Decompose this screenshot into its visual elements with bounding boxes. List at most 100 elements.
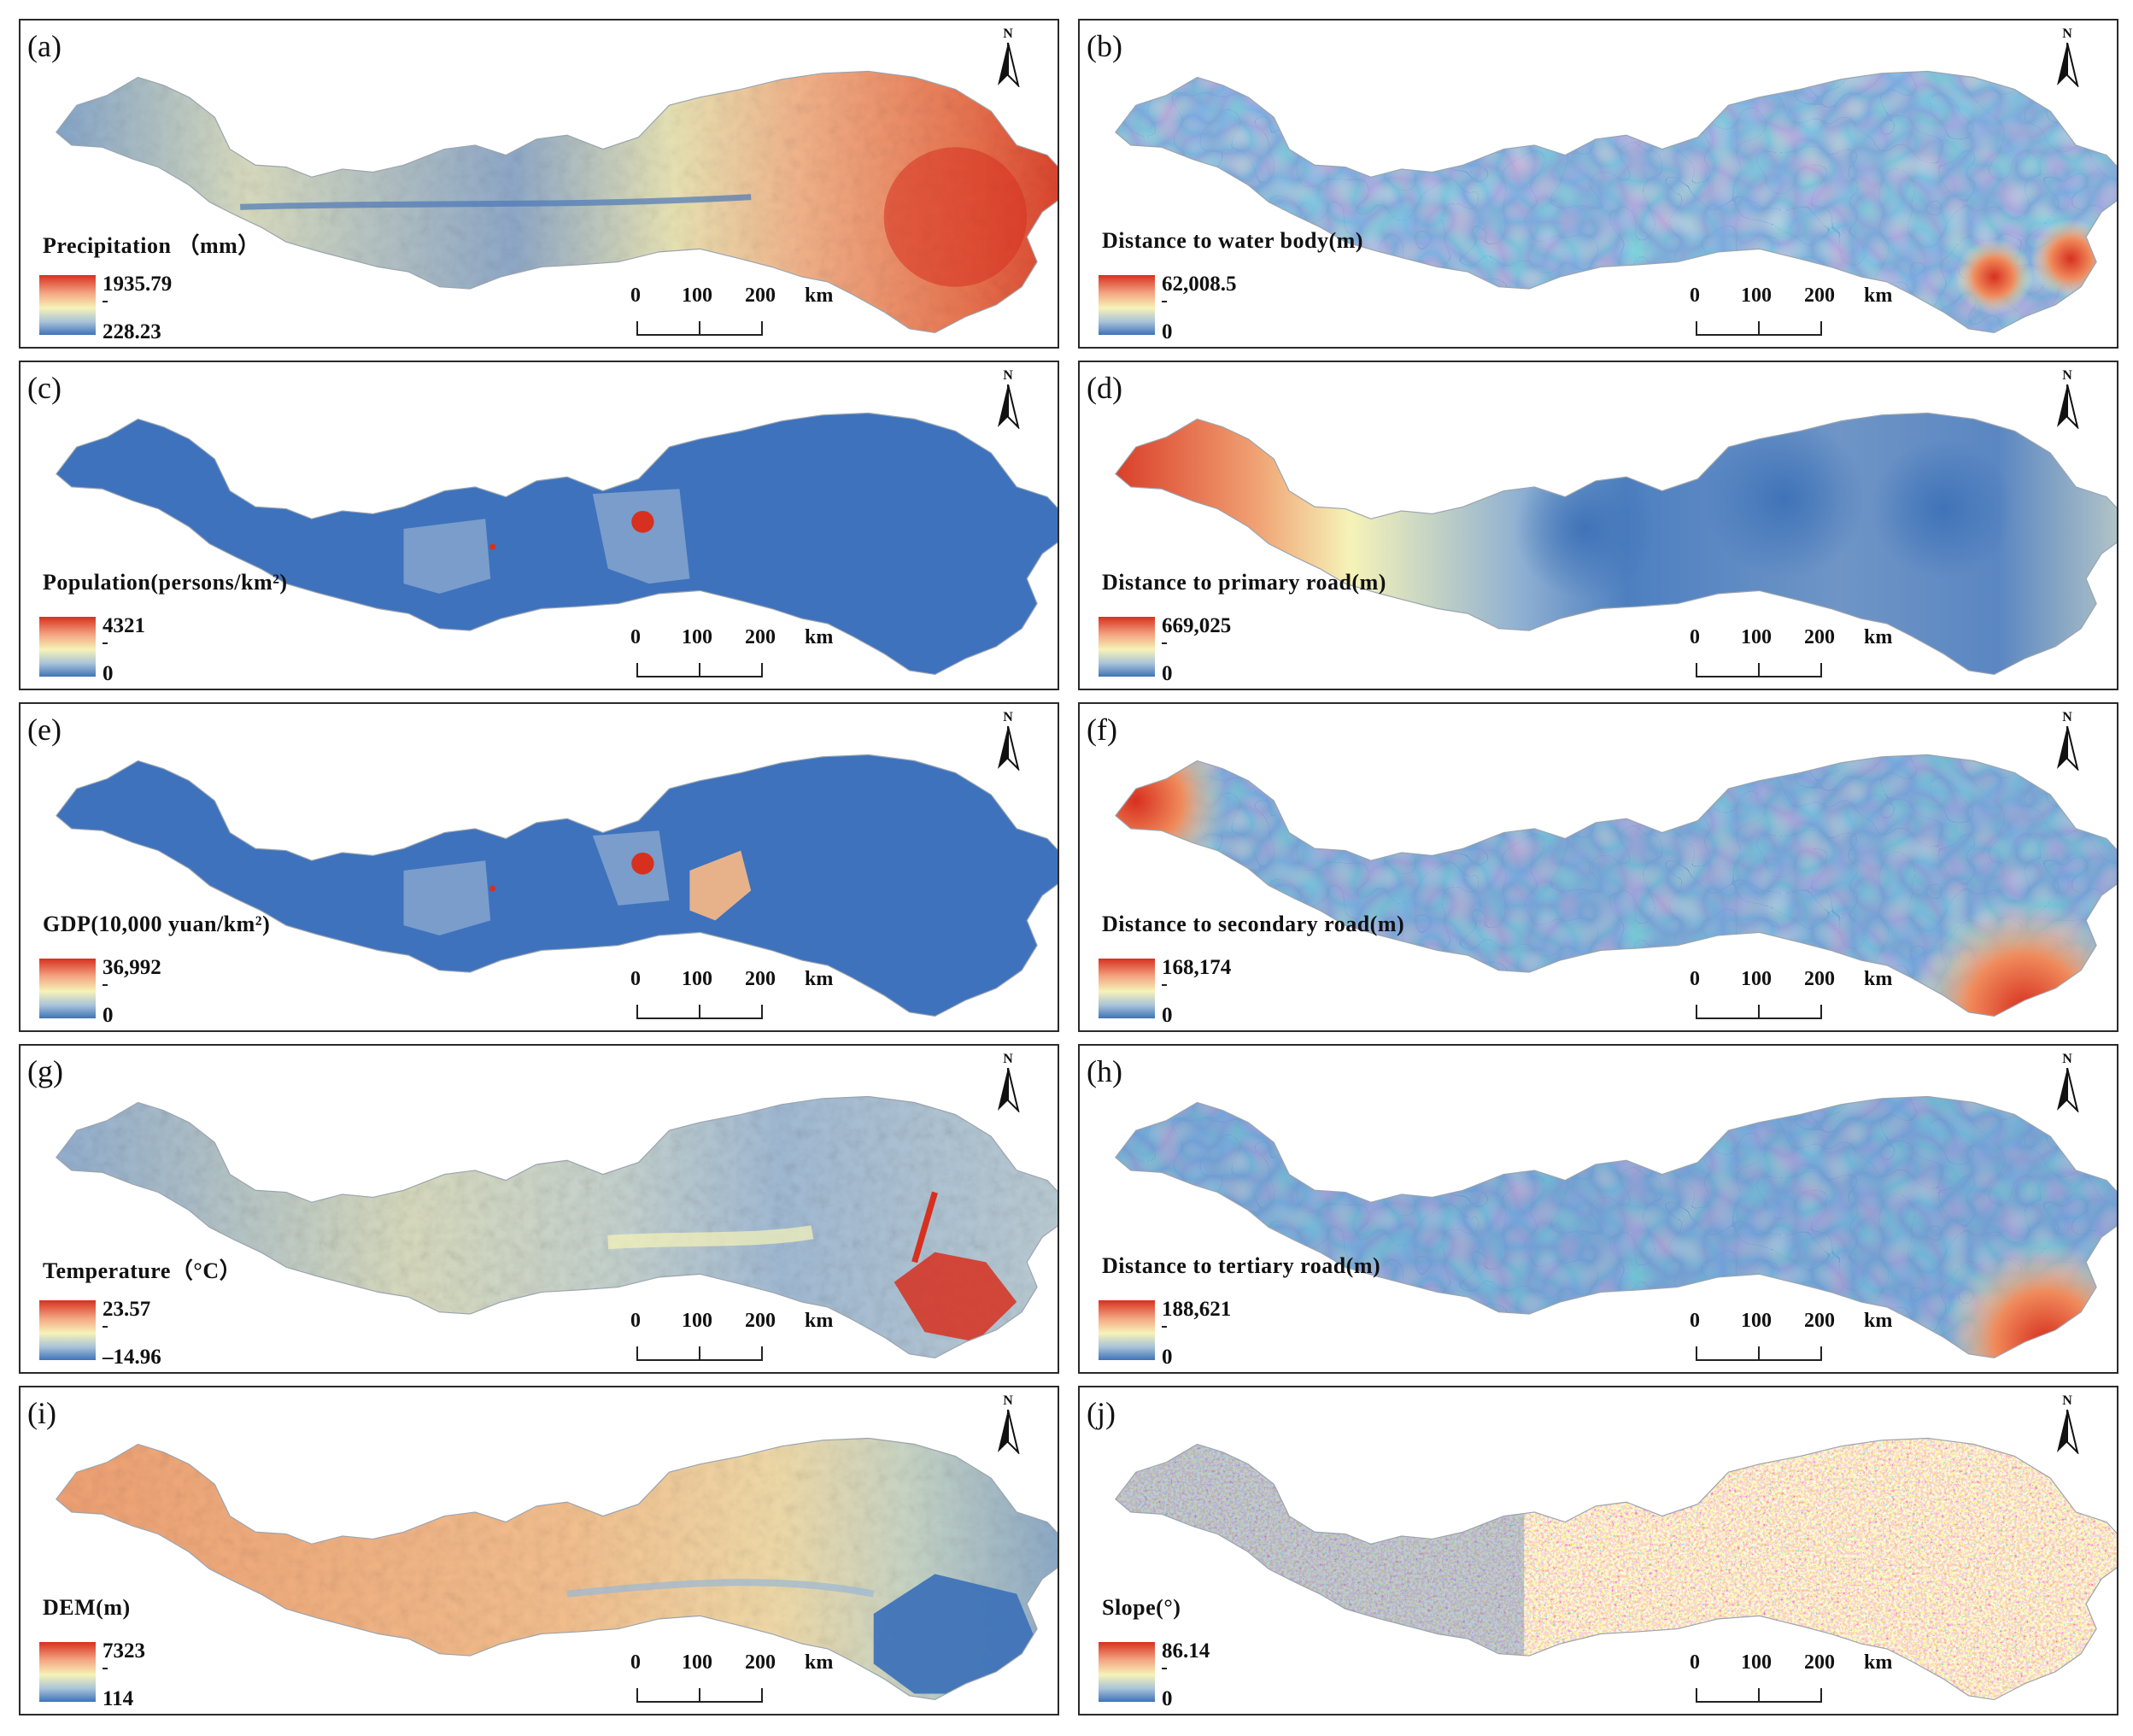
scale-bar-line [1695,998,1831,1022]
legend-mid-tick [1162,1326,1167,1328]
legend-mid-tick [103,1326,108,1328]
north-arrow-icon [2055,384,2079,429]
legend-color-ramp [1099,275,1155,335]
panel-title: Temperature（°C） [43,1253,242,1285]
scale-tick-0: 0 [630,969,641,989]
region-map [21,704,1058,1030]
north-arrow-icon [2055,726,2079,771]
scale-bar: 0 100 200 km [636,627,841,690]
scale-tick-200: 200 [1804,969,1835,989]
scale-bar-line [1695,1681,1831,1705]
scale-tick-0: 0 [1690,285,1700,306]
legend-min-value: 0 [103,1005,114,1026]
panel-title: Distance to primary road(m) [1102,570,1386,595]
panel-title: Distance to tertiary road(m) [1102,1253,1380,1279]
north-label: N [2050,369,2084,383]
legend-mid-tick [103,301,108,302]
region-map [21,362,1058,689]
scale-bar: 0 100 200 km [636,1652,841,1715]
panel-label: (g) [27,1056,63,1087]
north-arrow: N [991,1053,1025,1114]
scale-tick-200: 200 [745,285,776,306]
scale-unit: km [1864,969,1892,989]
legend-color-ramp [39,959,96,1018]
panel-title: Precipitation （mm） [43,228,261,260]
map-panel-d: (d) Distance to primary road(m) 669,025 … [1078,361,2118,690]
north-label: N [2050,1053,2084,1066]
map-panel-j: (j) Slope(°) 86.14 0 N 0 100 200 km [1078,1386,2118,1715]
scale-tick-0: 0 [1690,969,1700,989]
scale-unit: km [1864,1311,1892,1331]
legend-color-ramp [1099,617,1155,677]
scale-tick-100: 100 [1741,1652,1772,1673]
region-map [21,1046,1058,1372]
scale-unit: km [805,627,833,648]
north-arrow-icon [2055,43,2079,87]
panel-label: (c) [27,372,62,403]
north-label: N [991,711,1025,724]
legend-max-value: 62,008.5 [1162,273,1237,295]
map-panel-b: (b) Distance to water body(m) 62,008.5 0… [1078,19,2118,349]
legend-mid-tick [103,642,108,644]
scale-unit: km [805,285,833,306]
scale-tick-200: 200 [1804,285,1835,306]
panel-label: (j) [1087,1398,1116,1428]
scale-bar-line [1695,656,1831,680]
legend-mid-tick [103,1668,108,1669]
scale-bar-line [1695,1340,1831,1364]
scale-tick-100: 100 [682,1652,712,1673]
panel-title: Distance to secondary road(m) [1102,912,1404,937]
scale-bar-line [636,656,772,680]
legend-max-value: 1935.79 [103,273,172,295]
region-map [1080,21,2117,347]
panel-label: (a) [27,31,62,62]
region-map [1080,362,2117,689]
panel-label: (i) [27,1398,56,1428]
north-arrow-icon [996,384,1020,429]
north-arrow-icon [996,726,1020,771]
north-label: N [2050,711,2084,724]
north-arrow: N [2050,711,2084,772]
scale-bar: 0 100 200 km [636,969,841,1032]
panel-label: (d) [1087,372,1122,403]
panel-title: Distance to water body(m) [1102,228,1363,254]
region-map [1080,1046,2117,1372]
north-arrow-icon [996,43,1020,87]
scale-tick-200: 200 [1804,627,1835,648]
scale-unit: km [805,1311,833,1331]
scale-tick-0: 0 [630,1652,641,1673]
map-panel-c: (c) Population(persons/km²) 4321 0 N 0 1… [19,361,1059,690]
region-map [21,1387,1058,1714]
legend-mid-tick [1162,301,1167,302]
legend-mid-tick [1162,984,1167,986]
legend-color-ramp [1099,959,1155,1018]
north-label: N [991,1053,1025,1066]
legend-color-ramp [39,1300,96,1360]
map-panel-a: (a) Precipitation （mm） 1935.79 228.23 N … [19,19,1059,349]
map-panel-e: (e) GDP(10,000 yuan/km²) 36,992 0 N 0 10… [19,702,1059,1032]
legend-min-value: 0 [1162,1688,1173,1710]
legend-mid-tick [1162,1668,1167,1669]
scale-tick-200: 200 [1804,1311,1835,1331]
map-panel-h: (h) Distance to tertiary road(m) 188,621… [1078,1044,2118,1374]
scale-unit: km [1864,627,1892,648]
scale-tick-100: 100 [682,969,712,989]
scale-unit: km [1864,285,1892,306]
map-panel-g: (g) Temperature（°C） 23.57 –14.96 N 0 100… [19,1044,1059,1374]
legend-min-value: 0 [1162,663,1173,684]
legend-max-value: 188,621 [1162,1299,1231,1320]
legend-max-value: 669,025 [1162,615,1231,636]
region-map [21,21,1058,347]
scale-bar: 0 100 200 km [1695,1311,1900,1374]
legend-color-ramp [39,1642,96,1702]
legend-max-value: 4321 [103,615,145,636]
north-arrow: N [2050,27,2084,89]
legend-min-value: 114 [103,1688,133,1710]
north-arrow: N [991,1394,1025,1456]
scale-tick-100: 100 [682,285,712,306]
scale-tick-100: 100 [682,627,712,648]
legend-mid-tick [1162,642,1167,644]
scale-bar-line [636,1681,772,1705]
north-arrow-icon [996,1410,1020,1454]
scale-tick-200: 200 [745,1652,776,1673]
